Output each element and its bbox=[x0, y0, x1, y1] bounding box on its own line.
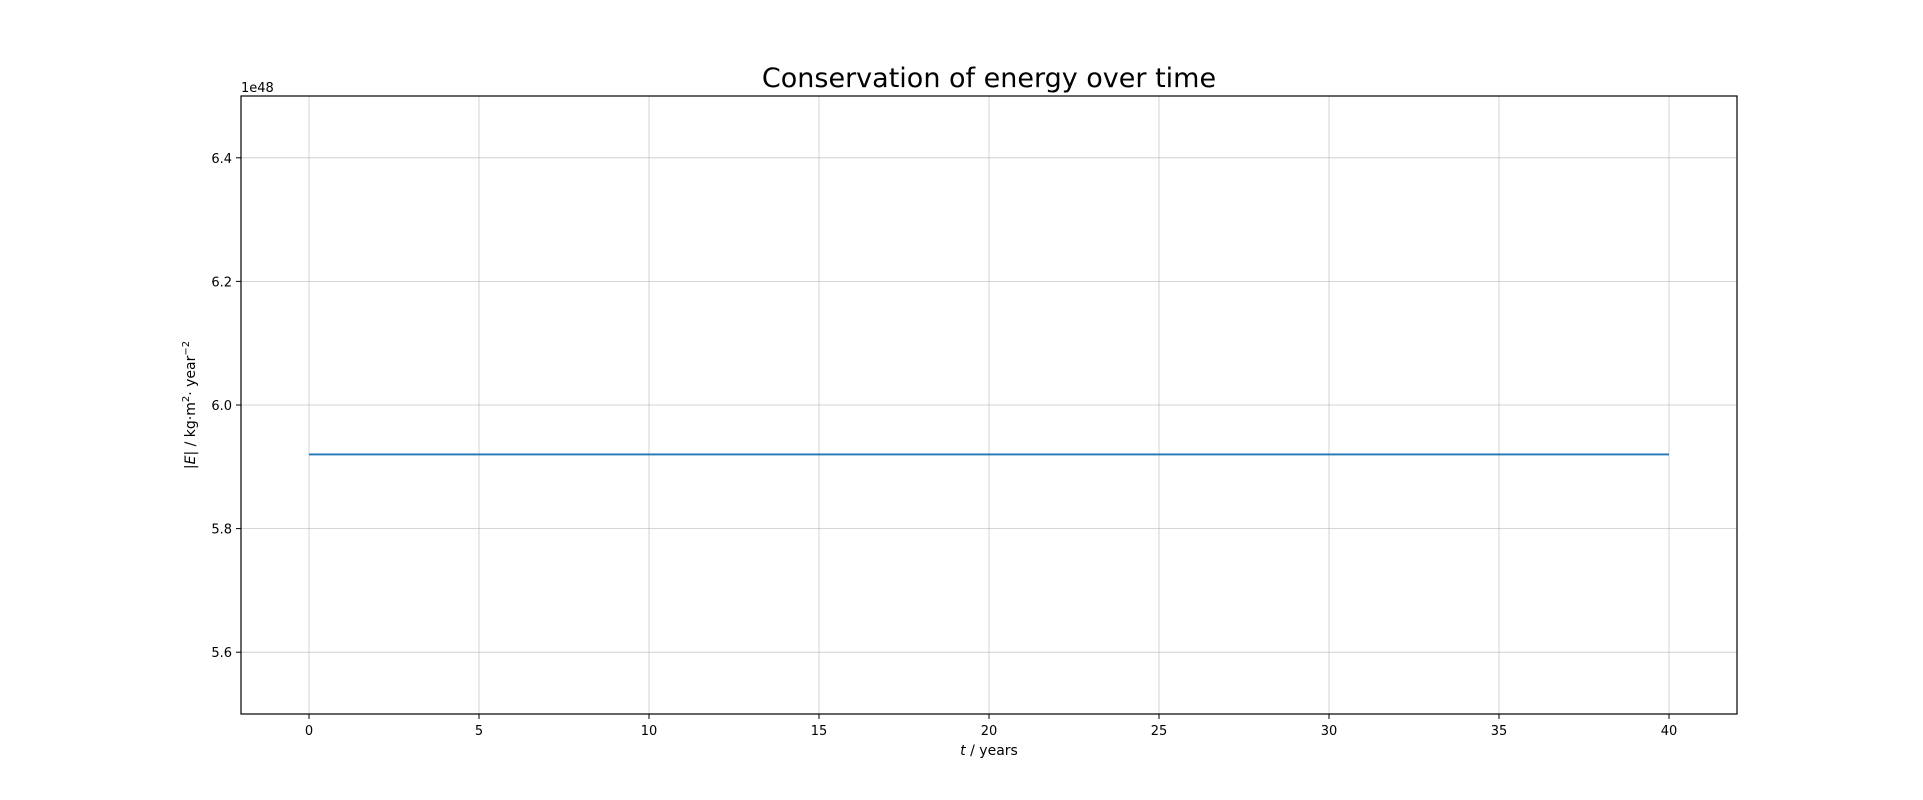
y-tick-label: 6.2 bbox=[211, 275, 232, 290]
y-tick-label: 6.4 bbox=[211, 152, 232, 167]
chart-title: Conservation of energy over time bbox=[762, 63, 1216, 94]
y-axis-sup2: −2 bbox=[181, 341, 192, 356]
y-tick-label: 5.8 bbox=[211, 523, 232, 538]
x-tick-label: 30 bbox=[1321, 724, 1338, 739]
x-tick-label: 35 bbox=[1491, 724, 1508, 739]
y-tick-label: 5.6 bbox=[211, 646, 232, 661]
grid-layer bbox=[241, 96, 1737, 714]
x-tick-label: 20 bbox=[981, 724, 998, 739]
x-tick-label: 25 bbox=[1151, 724, 1168, 739]
y-axis-label: |E| / kg·m2· year−2 bbox=[181, 341, 199, 469]
x-tick-label: 5 bbox=[475, 724, 483, 739]
x-tick-label: 10 bbox=[641, 724, 658, 739]
x-axis-label: t / years bbox=[960, 743, 1018, 759]
x-tick-label: 15 bbox=[811, 724, 828, 739]
y-axis-mid: · year bbox=[183, 355, 199, 395]
x-axis-var: t bbox=[960, 743, 966, 759]
x-tick-label: 40 bbox=[1661, 724, 1678, 739]
y-axis-pre: | bbox=[183, 464, 199, 469]
y-offset-label: 1e48 bbox=[241, 81, 274, 96]
y-tick-label: 6.0 bbox=[211, 399, 232, 414]
x-axis-unit: / years bbox=[966, 743, 1018, 759]
x-tick-label: 0 bbox=[305, 724, 313, 739]
y-axis-post: | / kg·m bbox=[183, 402, 199, 455]
y-axis-sup1: 2 bbox=[181, 396, 192, 402]
ticks-layer: 0 5 10 15 20 25 30 35 40 5.6 5.8 6.0 6.2 6.4 bbox=[211, 152, 1677, 739]
y-axis-var: E bbox=[183, 455, 199, 464]
